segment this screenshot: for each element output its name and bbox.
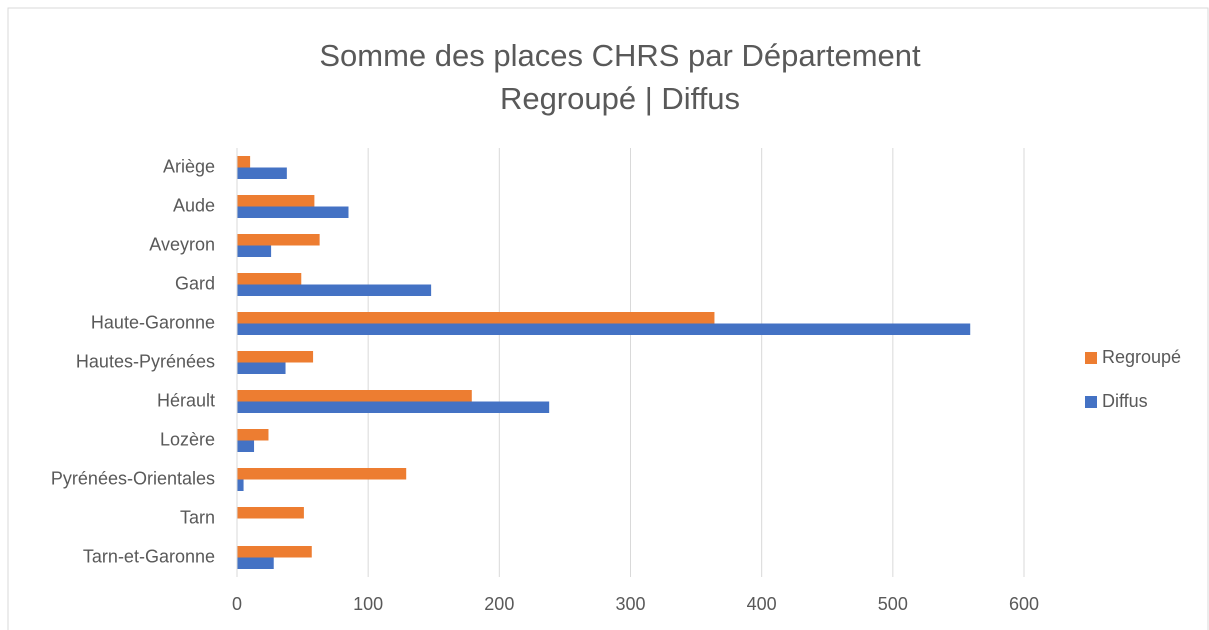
x-tick-label: 0	[232, 594, 242, 614]
chart-subtitle: Regroupé | Diffus	[500, 81, 740, 116]
y-tick-label: Hérault	[157, 390, 215, 410]
bar	[237, 284, 432, 296]
x-tick-label: 400	[747, 594, 777, 614]
bar	[237, 323, 971, 335]
y-tick-label: Haute-Garonne	[91, 312, 215, 332]
chart-title: Somme des places CHRS par Département	[319, 38, 921, 73]
bar	[237, 390, 472, 402]
bar	[237, 507, 304, 519]
legend-label: Diffus	[1102, 391, 1148, 411]
bar	[237, 234, 320, 246]
y-tick-label: Aude	[173, 195, 215, 215]
bar	[237, 468, 407, 480]
x-tick-label: 500	[878, 594, 908, 614]
bar	[237, 195, 315, 207]
y-tick-label: Lozère	[160, 429, 215, 449]
x-tick-label: 200	[484, 594, 514, 614]
bar	[237, 479, 244, 491]
bar	[237, 245, 272, 257]
y-tick-label: Hautes-Pyrénées	[76, 351, 215, 371]
legend-swatch	[1085, 352, 1097, 364]
y-tick-label: Pyrénées-Orientales	[51, 468, 215, 488]
bar	[237, 312, 715, 324]
legend-label: Regroupé	[1102, 347, 1181, 367]
bar	[237, 362, 286, 374]
bar	[237, 557, 274, 569]
bar	[237, 156, 251, 168]
chart-frame	[7, 7, 1209, 630]
bar	[237, 440, 255, 452]
bar	[237, 167, 287, 179]
y-tick-label: Tarn	[180, 507, 215, 527]
bar	[237, 273, 302, 285]
bar	[237, 429, 269, 441]
y-tick-label: Ariège	[163, 156, 215, 176]
bar	[237, 546, 312, 558]
bar	[237, 401, 550, 413]
x-tick-label: 300	[615, 594, 645, 614]
y-tick-label: Aveyron	[149, 234, 215, 254]
x-tick-label: 100	[353, 594, 383, 614]
y-tick-label: Gard	[175, 273, 215, 293]
bar	[237, 351, 314, 363]
bar	[237, 206, 349, 218]
x-tick-label: 600	[1009, 594, 1039, 614]
y-tick-label: Tarn-et-Garonne	[83, 546, 215, 566]
legend-swatch	[1085, 396, 1097, 408]
